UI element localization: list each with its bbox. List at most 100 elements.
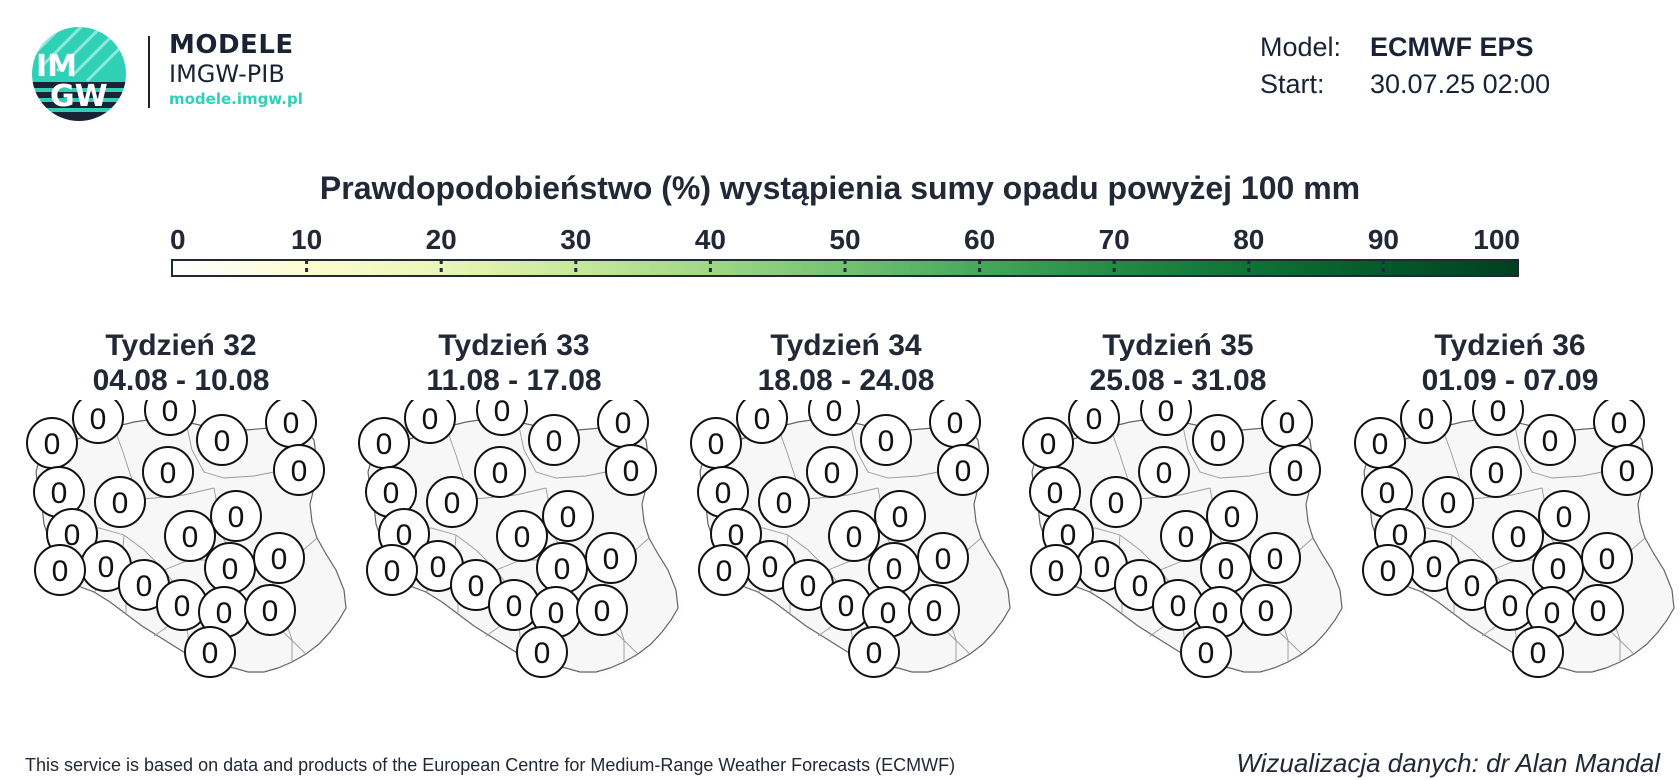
region-bubble[interactable]: 0 xyxy=(1532,542,1584,594)
region-value: 0 xyxy=(112,487,129,520)
region-bubble[interactable]: 0 xyxy=(476,400,528,436)
region-bubble[interactable]: 0 xyxy=(244,584,296,636)
region-bubble[interactable]: 0 xyxy=(366,544,418,596)
region-bubble[interactable]: 0 xyxy=(908,584,960,636)
region-bubble[interactable]: 0 xyxy=(536,542,588,594)
region-bubble[interactable]: 0 xyxy=(1022,417,1074,469)
region-bubble[interactable]: 0 xyxy=(1261,400,1313,448)
region-bubble[interactable]: 0 xyxy=(690,417,742,469)
region-bubble[interactable]: 0 xyxy=(204,542,256,594)
region-bubble[interactable]: 0 xyxy=(937,444,989,496)
region-bubble[interactable]: 0 xyxy=(365,466,417,518)
logo-url[interactable]: modele.imgw.pl xyxy=(169,90,303,108)
region-bubble[interactable]: 0 xyxy=(917,532,969,584)
region-bubble[interactable]: 0 xyxy=(1472,400,1524,436)
region-bubble[interactable]: 0 xyxy=(1192,414,1244,466)
region-bubble[interactable]: 0 xyxy=(488,579,540,631)
region-value: 0 xyxy=(1590,595,1607,628)
region-bubble[interactable]: 0 xyxy=(1492,510,1544,562)
region-bubble[interactable]: 0 xyxy=(929,400,981,448)
colorbar-tick-label: 80 xyxy=(1233,224,1264,255)
region-bubble[interactable]: 0 xyxy=(1400,400,1452,444)
region-bubble[interactable]: 0 xyxy=(404,400,456,444)
region-bubble[interactable]: 0 xyxy=(758,476,810,528)
region-bubble[interactable]: 0 xyxy=(72,400,124,444)
region-bubble[interactable]: 0 xyxy=(1240,584,1292,636)
region-bubble[interactable]: 0 xyxy=(744,540,796,592)
region-bubble[interactable]: 0 xyxy=(80,540,132,592)
region-bubble[interactable]: 0 xyxy=(528,414,580,466)
region-bubble[interactable]: 0 xyxy=(184,626,236,678)
region-bubble[interactable]: 0 xyxy=(1362,544,1414,596)
region-bubble[interactable]: 0 xyxy=(1206,490,1258,542)
region-bubble[interactable]: 0 xyxy=(1572,584,1624,636)
region-bubble[interactable]: 0 xyxy=(426,476,478,528)
region-bubble[interactable]: 0 xyxy=(808,400,860,436)
region-bubble[interactable]: 0 xyxy=(1194,586,1246,638)
region-bubble[interactable]: 0 xyxy=(1422,476,1474,528)
region-bubble[interactable]: 0 xyxy=(516,626,568,678)
region-bubble[interactable]: 0 xyxy=(597,400,649,448)
region-bubble-circle xyxy=(34,544,86,596)
region-bubble[interactable]: 0 xyxy=(474,446,526,498)
region-bubble[interactable]: 0 xyxy=(265,400,317,448)
region-bubble[interactable]: 0 xyxy=(1470,446,1522,498)
region-value: 0 xyxy=(396,519,413,552)
region-bubble[interactable]: 0 xyxy=(26,417,78,469)
region-bubble[interactable]: 0 xyxy=(1090,476,1142,528)
region-bubble[interactable]: 0 xyxy=(1512,626,1564,678)
region-bubble[interactable]: 0 xyxy=(605,444,657,496)
region-bubble[interactable]: 0 xyxy=(144,400,196,436)
region-value: 0 xyxy=(216,597,233,630)
region-bubble[interactable]: 0 xyxy=(698,544,750,596)
region-bubble[interactable]: 0 xyxy=(1249,532,1301,584)
region-bubble[interactable]: 0 xyxy=(156,579,208,631)
region-bubble[interactable]: 0 xyxy=(210,490,262,542)
region-bubble[interactable]: 0 xyxy=(118,559,170,611)
region-bubble[interactable]: 0 xyxy=(1354,417,1406,469)
region-bubble[interactable]: 0 xyxy=(1269,444,1321,496)
region-bubble[interactable]: 0 xyxy=(1152,579,1204,631)
region-bubble[interactable]: 0 xyxy=(196,414,248,466)
region-bubble[interactable]: 0 xyxy=(820,579,872,631)
region-bubble[interactable]: 0 xyxy=(542,490,594,542)
region-bubble[interactable]: 0 xyxy=(1180,626,1232,678)
region-bubble[interactable]: 0 xyxy=(868,542,920,594)
region-bubble[interactable]: 0 xyxy=(1029,466,1081,518)
region-bubble[interactable]: 0 xyxy=(1200,542,1252,594)
region-bubble[interactable]: 0 xyxy=(94,476,146,528)
region-bubble[interactable]: 0 xyxy=(874,490,926,542)
region-bubble[interactable]: 0 xyxy=(142,446,194,498)
region-bubble[interactable]: 0 xyxy=(848,626,900,678)
region-bubble[interactable]: 0 xyxy=(412,540,464,592)
region-bubble[interactable]: 0 xyxy=(1140,400,1192,436)
region-value: 0 xyxy=(214,425,231,458)
region-bubble[interactable]: 0 xyxy=(496,510,548,562)
region-bubble[interactable]: 0 xyxy=(1601,444,1653,496)
region-bubble[interactable]: 0 xyxy=(860,414,912,466)
region-bubble[interactable]: 0 xyxy=(164,510,216,562)
region-bubble[interactable]: 0 xyxy=(1408,540,1460,592)
region-bubble[interactable]: 0 xyxy=(1068,400,1120,444)
region-bubble[interactable]: 0 xyxy=(585,532,637,584)
region-bubble[interactable]: 0 xyxy=(273,444,325,496)
region-bubble[interactable]: 0 xyxy=(1030,544,1082,596)
region-bubble[interactable]: 0 xyxy=(1538,490,1590,542)
region-bubble[interactable]: 0 xyxy=(358,417,410,469)
region-bubble-circle xyxy=(1068,400,1120,444)
region-bubble[interactable]: 0 xyxy=(1581,532,1633,584)
region-bubble[interactable]: 0 xyxy=(253,532,305,584)
region-bubble[interactable]: 0 xyxy=(1593,400,1645,448)
region-bubble[interactable]: 0 xyxy=(736,400,788,444)
week-header: Tydzień 32 04.08 - 10.08 xyxy=(31,328,331,398)
region-bubble[interactable]: 0 xyxy=(576,584,628,636)
region-bubble[interactable]: 0 xyxy=(1524,414,1576,466)
region-bubble-circle xyxy=(1030,544,1082,596)
region-bubble[interactable]: 0 xyxy=(1138,446,1190,498)
colorbar-svg: 0 10 20 30 40 50 60 70 80 90 100 xyxy=(170,224,1520,277)
region-bubble[interactable]: 0 xyxy=(862,586,914,638)
region-bubble[interactable]: 0 xyxy=(34,544,86,596)
region-bubble[interactable]: 0 xyxy=(1160,510,1212,562)
region-bubble[interactable]: 0 xyxy=(828,510,880,562)
region-bubble[interactable]: 0 xyxy=(806,446,858,498)
